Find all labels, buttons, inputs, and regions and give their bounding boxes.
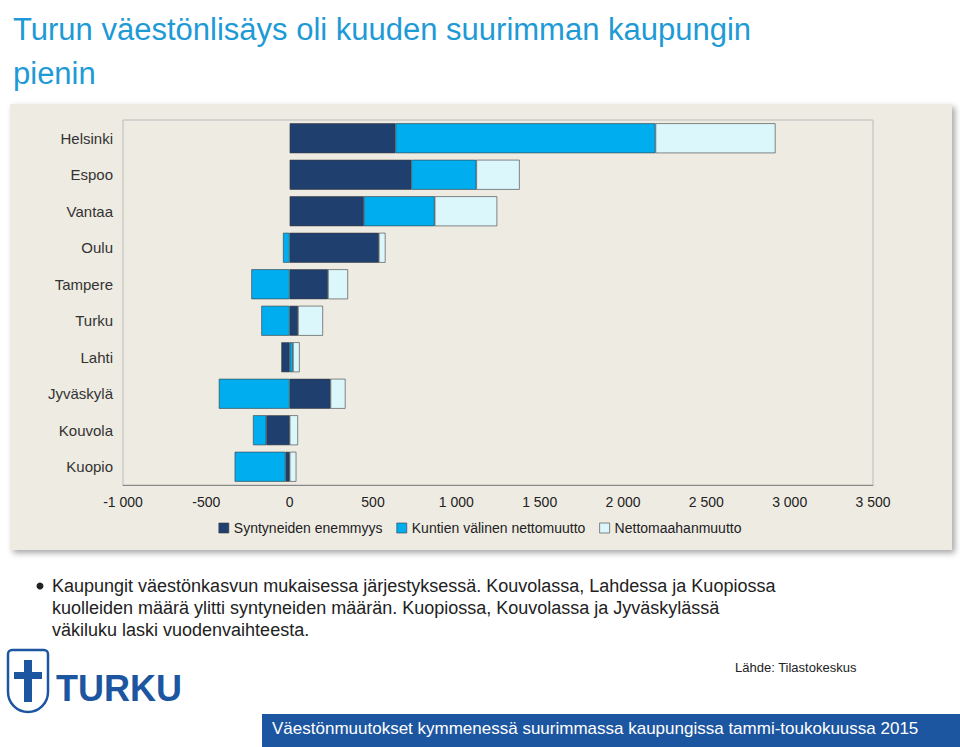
svg-text:Kouvola: Kouvola: [59, 422, 114, 439]
svg-text:Oulu: Oulu: [81, 239, 113, 256]
svg-text:3 500: 3 500: [855, 494, 890, 510]
svg-text:1 500: 1 500: [522, 494, 557, 510]
svg-text:Kuntien välinen nettomuutto: Kuntien välinen nettomuutto: [412, 520, 586, 536]
svg-text:Helsinki: Helsinki: [60, 130, 113, 147]
svg-text:Syntyneiden enemmyys: Syntyneiden enemmyys: [234, 520, 383, 536]
svg-text:Tampere: Tampere: [55, 276, 113, 293]
svg-text:-500: -500: [192, 494, 220, 510]
svg-text:Nettomaahanmuutto: Nettomaahanmuutto: [615, 520, 742, 536]
svg-text:3 000: 3 000: [772, 494, 807, 510]
svg-text:TURKU: TURKU: [56, 668, 182, 709]
svg-text:500: 500: [361, 494, 385, 510]
svg-text:Kaupungit väestönkasvun mukais: Kaupungit väestönkasvun mukaisessa järje…: [52, 576, 780, 596]
svg-text:Turun väestönlisäys oli kuuden: Turun väestönlisäys oli kuuden suurimman…: [13, 12, 760, 47]
svg-text:2 000: 2 000: [605, 494, 640, 510]
svg-text:-1 000: -1 000: [103, 494, 143, 510]
svg-text:Väestönmuutokset kymmenessä su: Väestönmuutokset kymmenessä suurimmassa …: [272, 719, 918, 738]
svg-text:Lähde: Tilastokeskus: Lähde: Tilastokeskus: [735, 660, 857, 675]
svg-text:Espoo: Espoo: [70, 166, 113, 183]
svg-text:pienin: pienin: [13, 56, 96, 91]
svg-text:2 500: 2 500: [689, 494, 724, 510]
svg-text:Jyväskylä: Jyväskylä: [48, 385, 114, 402]
svg-text:Lahti: Lahti: [80, 349, 113, 366]
svg-text:väkiluku laski vuodenvaihteest: väkiluku laski vuodenvaihteesta.: [52, 620, 309, 640]
svg-text:0: 0: [286, 494, 294, 510]
svg-text:Turku: Turku: [75, 312, 113, 329]
svg-text:Kuopio: Kuopio: [66, 458, 113, 475]
svg-text:1 000: 1 000: [439, 494, 474, 510]
svg-text:kuolleiden määrä ylitti syntyn: kuolleiden määrä ylitti syntyneiden määr…: [52, 598, 724, 618]
svg-text:Vantaa: Vantaa: [67, 203, 114, 220]
